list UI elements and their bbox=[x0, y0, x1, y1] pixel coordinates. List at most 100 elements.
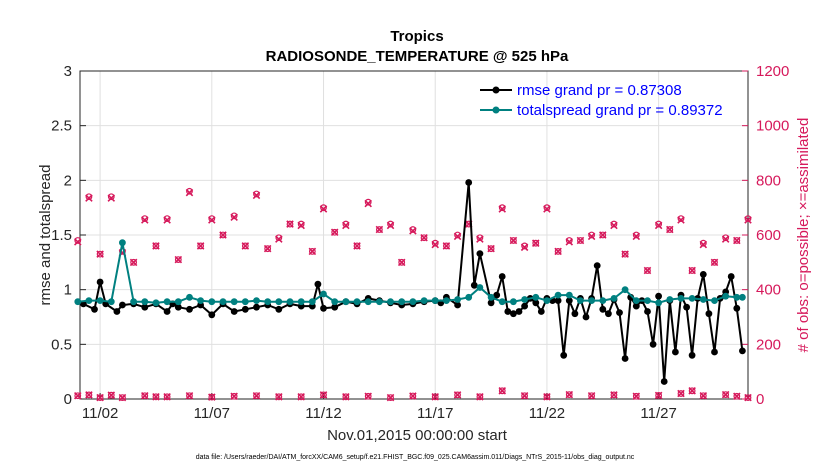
spread-point bbox=[521, 296, 528, 303]
spread-point bbox=[532, 293, 540, 301]
obs-assimilated-marker bbox=[163, 216, 171, 224]
y-axis-right-label: # of obs: o=possible; ×=assimilated bbox=[795, 118, 812, 353]
rmse-point bbox=[655, 292, 662, 300]
spread-point bbox=[666, 296, 674, 303]
obs-possible-marker bbox=[476, 234, 484, 242]
obs-possible-marker bbox=[219, 231, 227, 239]
y-left-tick-label: 1.5 bbox=[51, 227, 72, 244]
obs-assimilated-marker-low bbox=[632, 392, 641, 401]
obs-assimilated-marker bbox=[386, 221, 395, 230]
obs-assimilated-marker-low bbox=[163, 393, 171, 401]
rmse-point bbox=[470, 281, 478, 289]
obs-possible-marker bbox=[186, 187, 193, 195]
obs-possible-marker bbox=[454, 231, 461, 239]
obs-possible-marker bbox=[241, 242, 249, 250]
obs-assimilated-marker bbox=[632, 232, 641, 241]
obs-possible-marker-low bbox=[476, 393, 484, 401]
obs-possible-marker-low bbox=[85, 391, 93, 399]
obs-assimilated-marker-low bbox=[386, 393, 395, 402]
rmse-point bbox=[487, 299, 495, 307]
obs-possible-marker bbox=[487, 245, 495, 253]
spread-point bbox=[733, 293, 741, 301]
obs-possible-marker bbox=[577, 237, 584, 244]
obs-possible-marker-low bbox=[744, 394, 752, 402]
obs-possible-marker bbox=[331, 228, 339, 236]
obs-assimilated-marker bbox=[353, 242, 361, 250]
obs-assimilated-marker bbox=[319, 205, 328, 213]
y-right-tick-label: 800 bbox=[756, 172, 781, 189]
x-tick-label: 11/02 bbox=[82, 405, 118, 422]
obs-assimilated-marker bbox=[241, 242, 250, 250]
rmse-point bbox=[733, 304, 741, 312]
y-right-tick-label: 1200 bbox=[756, 63, 789, 80]
obs-assimilated-marker bbox=[219, 231, 227, 239]
spread-point bbox=[376, 298, 383, 306]
obs-assimilated-marker bbox=[442, 242, 451, 250]
rmse-point bbox=[113, 308, 121, 315]
spread-point bbox=[174, 298, 182, 306]
spread-point bbox=[688, 295, 696, 302]
spread-point bbox=[443, 297, 450, 304]
rmse-point bbox=[711, 348, 718, 356]
obs-possible-marker bbox=[375, 226, 383, 233]
rmse-point bbox=[119, 301, 126, 309]
obs-possible-marker-low bbox=[141, 392, 149, 400]
obs-possible-marker bbox=[74, 237, 82, 244]
obs-possible-marker bbox=[711, 258, 718, 266]
obs-possible-marker bbox=[230, 212, 238, 220]
spread-point bbox=[152, 299, 160, 307]
obs-assimilated-marker-low bbox=[107, 391, 116, 399]
obs-possible-marker bbox=[498, 204, 506, 212]
spread-point bbox=[610, 295, 618, 302]
obs-assimilated-marker-low bbox=[453, 391, 462, 399]
obs-assimilated-marker-low bbox=[152, 393, 160, 401]
spread-point bbox=[219, 298, 227, 306]
obs-assimilated-marker bbox=[498, 205, 507, 213]
grid bbox=[80, 71, 748, 399]
obs-assimilated-marker bbox=[96, 250, 104, 258]
obs-possible-marker-low bbox=[208, 393, 216, 401]
spread-point bbox=[320, 290, 327, 298]
obs-possible-marker-low bbox=[409, 392, 417, 400]
spread-point bbox=[722, 292, 730, 300]
obs-possible-marker bbox=[353, 242, 361, 250]
spread-point bbox=[353, 298, 361, 306]
chart-subtitle: RADIOSONDE_TEMPERATURE @ 525 hPa bbox=[266, 48, 569, 65]
rmse-point bbox=[141, 303, 149, 311]
spread-point bbox=[107, 298, 115, 306]
obs-possible-marker bbox=[431, 239, 439, 247]
rmse-point bbox=[314, 280, 322, 288]
obs-assimilated-marker bbox=[520, 243, 529, 252]
obs-assimilated-marker bbox=[554, 247, 562, 256]
rmse-point bbox=[616, 309, 623, 316]
obs-assimilated-marker-low bbox=[476, 393, 484, 401]
obs-assimilated-marker-low bbox=[85, 391, 93, 399]
spread-point bbox=[431, 297, 439, 304]
obs-assimilated-marker bbox=[453, 232, 462, 241]
spread-point bbox=[476, 284, 484, 291]
rmse-point bbox=[454, 301, 461, 309]
obs-possible-marker bbox=[532, 239, 540, 247]
y-left-tick-label: 3 bbox=[64, 63, 72, 80]
obs-possible-marker bbox=[666, 226, 674, 233]
obs-possible-marker-low bbox=[119, 394, 126, 402]
spread-point bbox=[230, 298, 238, 306]
obs-assimilated-marker-low bbox=[118, 393, 127, 402]
x-axis-label: Nov.01,2015 00:00:00 start bbox=[327, 427, 508, 444]
obs-possible-marker-low bbox=[733, 392, 741, 400]
obs-possible-marker-low bbox=[722, 391, 730, 399]
obs-assimilated-marker-low bbox=[409, 392, 417, 400]
obs-assimilated-marker bbox=[710, 258, 719, 267]
obs-assimilated-marker bbox=[330, 228, 339, 237]
obs-assimilated-marker bbox=[654, 221, 663, 230]
rmse-point bbox=[275, 305, 283, 313]
spread-point bbox=[331, 298, 339, 306]
spread-point bbox=[364, 298, 372, 306]
spread-point bbox=[74, 298, 82, 306]
spread-point bbox=[498, 298, 506, 306]
rmse-point bbox=[163, 308, 171, 315]
obs-possible-marker bbox=[610, 220, 618, 228]
y-left-tick-label: 2.5 bbox=[51, 118, 72, 135]
obs-possible-marker bbox=[96, 250, 104, 258]
obs-possible-marker-low bbox=[454, 391, 461, 399]
